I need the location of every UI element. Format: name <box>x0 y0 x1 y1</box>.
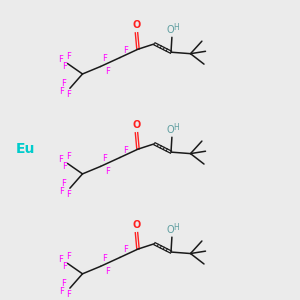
Text: F: F <box>66 252 70 261</box>
Text: F: F <box>66 152 70 161</box>
Text: F: F <box>124 46 128 55</box>
Text: F: F <box>66 290 71 299</box>
Text: F: F <box>106 167 110 176</box>
Text: O: O <box>132 120 141 130</box>
Text: H: H <box>173 23 179 32</box>
Text: H: H <box>173 223 179 232</box>
Text: F: F <box>124 146 128 154</box>
Text: O: O <box>132 20 141 30</box>
Text: F: F <box>61 279 66 288</box>
Text: F: F <box>59 286 64 296</box>
Text: F: F <box>58 155 63 164</box>
Text: O: O <box>167 125 174 135</box>
Text: F: F <box>66 52 70 62</box>
Text: F: F <box>61 79 66 88</box>
Text: F: F <box>102 54 106 63</box>
Text: O: O <box>167 225 174 235</box>
Text: F: F <box>59 187 64 196</box>
Text: Eu: Eu <box>16 142 35 156</box>
Text: H: H <box>173 123 179 132</box>
Text: F: F <box>66 190 71 199</box>
Text: F: F <box>102 154 106 163</box>
Text: F: F <box>61 179 66 188</box>
Text: F: F <box>66 90 71 99</box>
Text: F: F <box>62 62 67 71</box>
Text: F: F <box>106 68 110 76</box>
Text: F: F <box>62 162 67 171</box>
Text: F: F <box>106 267 110 276</box>
Text: F: F <box>59 87 64 96</box>
Text: F: F <box>62 262 67 271</box>
Text: O: O <box>167 25 174 35</box>
Text: F: F <box>58 255 63 264</box>
Text: F: F <box>58 56 63 64</box>
Text: O: O <box>132 220 141 230</box>
Text: F: F <box>102 254 106 262</box>
Text: F: F <box>124 245 128 254</box>
